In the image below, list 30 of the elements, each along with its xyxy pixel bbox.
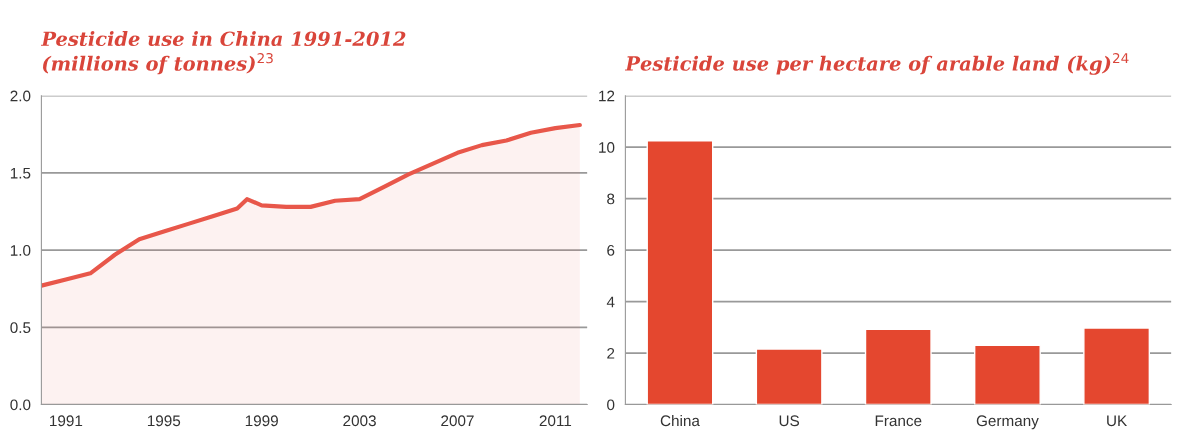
x-tick-label: 2011 [539, 415, 572, 427]
y-tick-label: 12 [599, 90, 615, 102]
chart-title: Pesticide use per hectare of arable land (kg)$^{24}$ [624, 53, 1129, 75]
y-tick-label: 1.0 [10, 244, 31, 256]
y-tick-label: 10 [599, 142, 615, 153]
y-tick-label: 0 [607, 399, 615, 411]
x-tick-label: France [875, 415, 922, 427]
bar [755, 348, 823, 405]
y-tick-label: 4 [606, 296, 615, 308]
x-tick-label: 1995 [147, 415, 181, 427]
bar [646, 140, 714, 405]
x-tick-label: 1991 [50, 415, 83, 427]
x-tick-label: 1999 [245, 415, 278, 427]
x-tick-label: UK [1107, 415, 1128, 427]
x-tick-label: 2003 [343, 415, 376, 427]
y-tick-label: 6 [607, 244, 615, 256]
x-tick-label: US [779, 415, 800, 427]
x-tick-label: Germany [976, 415, 1039, 430]
bar [1083, 327, 1151, 405]
y-tick-label: 2.0 [10, 90, 31, 102]
x-tick-label: China [660, 414, 700, 427]
bar [864, 328, 932, 405]
y-tick-label: 0.5 [10, 322, 31, 334]
y-tick-label: 0.0 [10, 399, 31, 411]
y-tick-label: 1.5 [10, 167, 31, 179]
y-tick-label: 2 [607, 347, 615, 359]
bar [973, 344, 1041, 405]
y-tick-label: 8 [607, 193, 615, 205]
x-tick-label: 2007 [441, 415, 474, 427]
chart-title: Pesticide use in China 1991-2012 (millions of tonnes)$^{23}$ [40, 31, 406, 75]
